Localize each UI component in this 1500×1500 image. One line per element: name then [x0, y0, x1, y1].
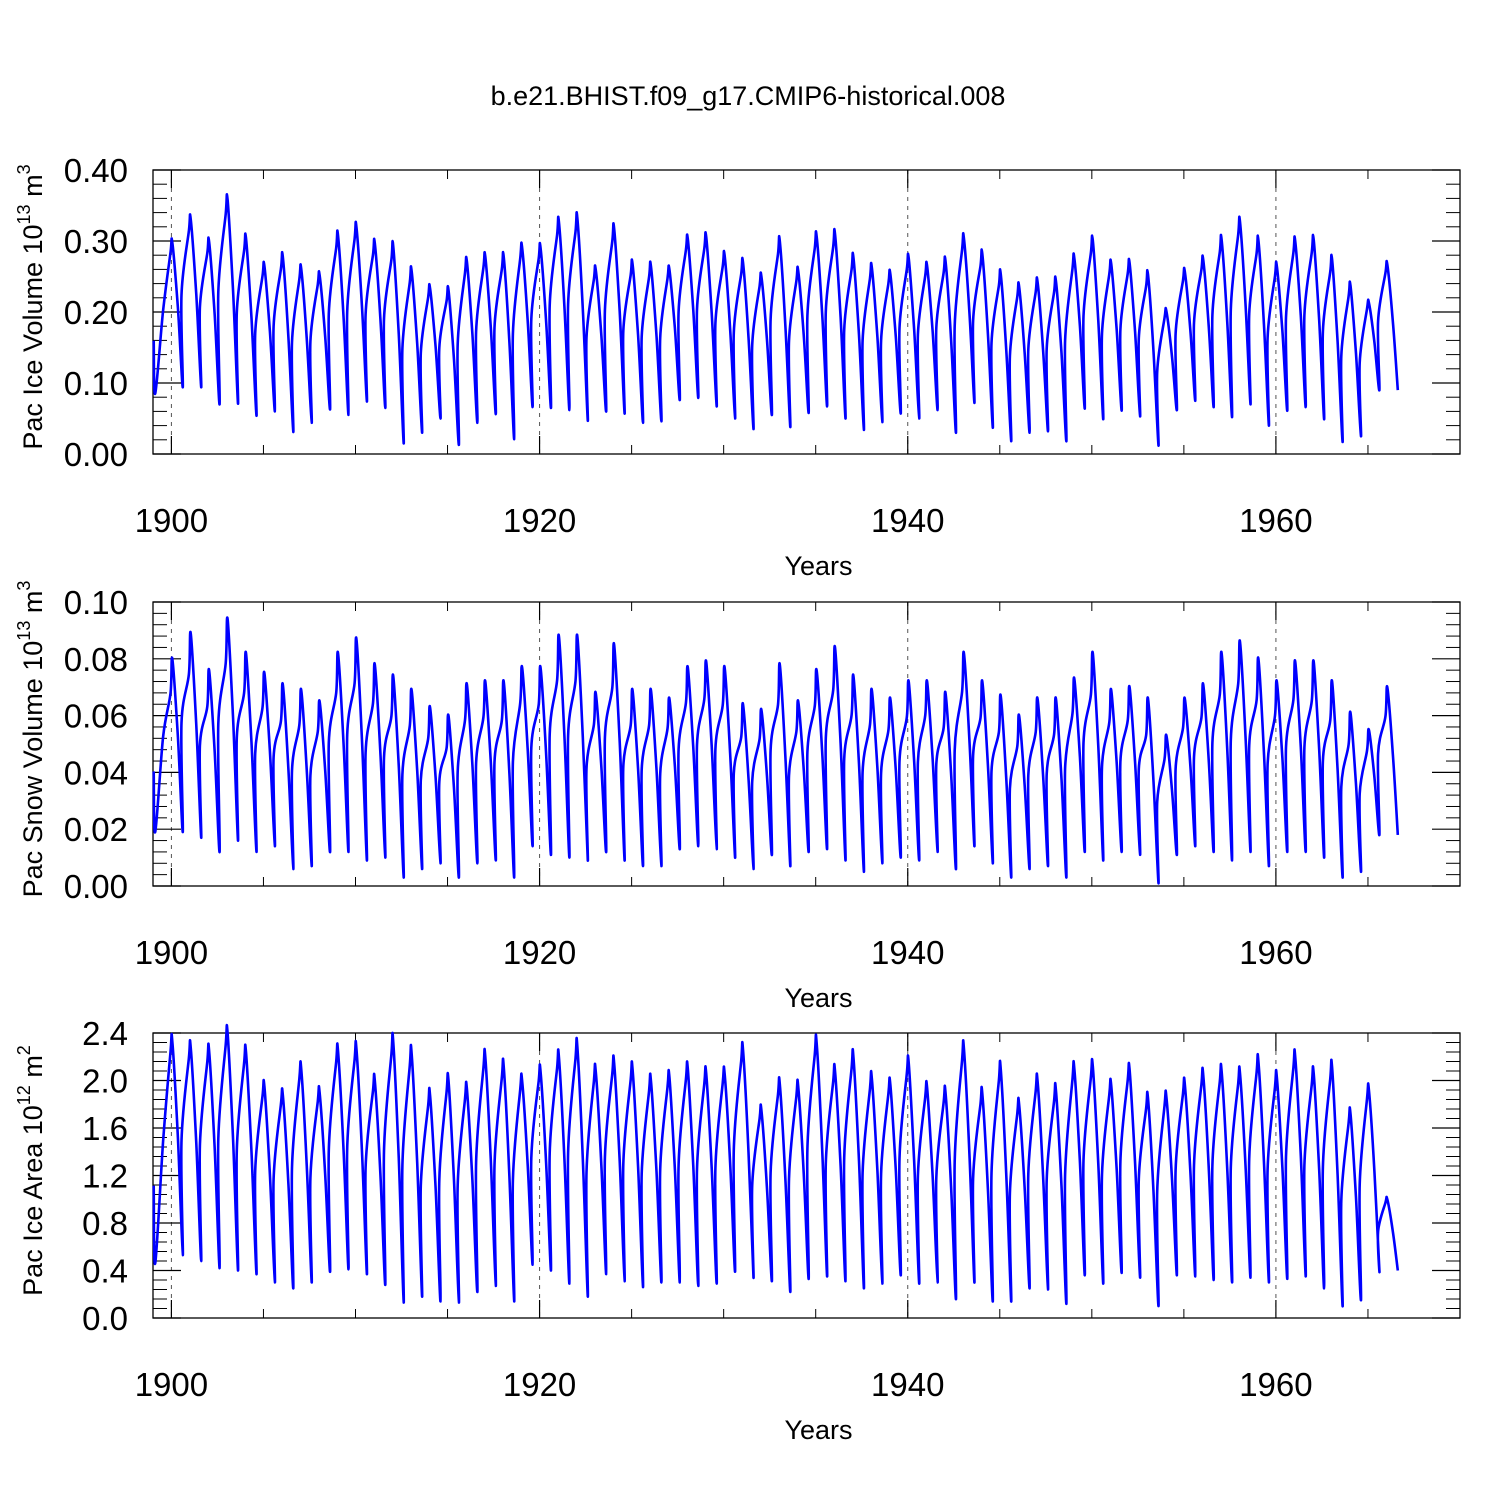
pac-ice-area-ylabel-part-1: 12 [14, 1085, 34, 1105]
pac-snow-volume-xtick-label-2: 1940 [871, 934, 944, 971]
pac-ice-volume-ytick-label-2: 0.20 [64, 294, 128, 331]
pac-snow-volume-ytick-label-2: 0.04 [64, 754, 128, 791]
pac-snow-volume-xtick-label-1: 1920 [503, 934, 576, 971]
pac-snow-volume-ytick-label-3: 0.06 [64, 698, 128, 735]
pac-snow-volume-ylabel: Pac Snow Volume 1013 m3 [14, 581, 48, 898]
pac-ice-area-ylabel-part-3: 2 [14, 1045, 34, 1055]
pac-ice-volume-xtick-label-1: 1920 [503, 502, 576, 539]
pac-ice-volume-panel: 1900 1920 1940 1960 0.00 0.10 0.20 0.30 0.40 Pac … [14, 152, 1461, 581]
pac-ice-area-series-line [152, 1023, 1400, 1308]
pac-snow-volume-panel: 1900 1920 1940 1960 0.00 0.02 0.04 0.06 0.08 0.10… [14, 581, 1461, 1013]
pac-ice-volume-ylabel-part-0: Pac Ice Volume 10 [18, 224, 48, 449]
pac-snow-volume-ylabel-part-3: 3 [14, 581, 34, 591]
pac-snow-volume-xtick-label-0: 1900 [135, 934, 208, 971]
pac-ice-area-ylabel-part-2: m [18, 1055, 48, 1085]
pac-ice-volume-xtick-label-3: 1960 [1239, 502, 1312, 539]
figure-title: b.e21.BHIST.f09_g17.CMIP6-historical.008 [491, 81, 1006, 111]
pac-ice-volume-xlabel: Years [784, 551, 852, 581]
pac-snow-volume-ylabel-part-1: 13 [14, 621, 34, 641]
pac-ice-area-ylabel: Pac Ice Area 1012 m2 [14, 1045, 48, 1296]
panels: 1900 1920 1940 1960 0.00 0.10 0.20 0.30 0.40 Pac … [14, 152, 1461, 1445]
pac-ice-area-ytick-label-1: 0.4 [82, 1253, 128, 1290]
pac-ice-volume-ylabel-part-3: 3 [14, 164, 34, 174]
pac-ice-area-ytick-label-2: 0.8 [82, 1205, 128, 1242]
pac-snow-volume-ytick-label-5: 0.10 [64, 584, 128, 621]
pac-ice-area-xtick-label-2: 1940 [871, 1366, 944, 1403]
pac-ice-area-ylabel-part-0: Pac Ice Area 10 [18, 1105, 48, 1296]
pac-ice-volume-xtick-label-2: 1940 [871, 502, 944, 539]
pac-ice-volume-ytick-label-1: 0.10 [64, 365, 128, 402]
pac-ice-volume-ylabel-part-2: m [18, 174, 48, 204]
pac-ice-area-ytick-label-6: 2.4 [82, 1015, 128, 1052]
pac-ice-volume-ytick-label-4: 0.40 [64, 152, 128, 189]
pac-ice-area-xtick-label-0: 1900 [135, 1366, 208, 1403]
pac-ice-volume-ytick-label-3: 0.30 [64, 223, 128, 260]
pac-snow-volume-ylabel-part-0: Pac Snow Volume 10 [18, 641, 48, 898]
pac-ice-area-ytick-label-4: 1.6 [82, 1110, 128, 1147]
pac-ice-area-xlabel: Years [784, 1415, 852, 1445]
pac-ice-area-ytick-label-5: 2.0 [82, 1063, 128, 1100]
pac-ice-area-xtick-label-1: 1920 [503, 1366, 576, 1403]
pac-ice-area-ytick-label-3: 1.2 [82, 1158, 128, 1195]
pac-ice-area-ytick-label-0: 0.0 [82, 1300, 128, 1337]
pac-ice-volume-ylabel-part-1: 13 [14, 204, 34, 224]
pac-snow-volume-ytick-label-1: 0.02 [64, 811, 128, 848]
pac-snow-volume-ytick-label-0: 0.00 [64, 868, 128, 905]
pac-snow-volume-frame [152, 601, 1461, 887]
pac-snow-volume-xtick-label-3: 1960 [1239, 934, 1312, 971]
pac-ice-volume-series-line [152, 193, 1400, 447]
pac-ice-area-panel: 1900 1920 1940 1960 0.0 0.4 0.8 1.2 1.6 2.0 2.4 Pac… [14, 1015, 1461, 1445]
pac-ice-volume-ytick-label-0: 0.00 [64, 436, 128, 473]
pac-snow-volume-xlabel: Years [784, 983, 852, 1013]
pac-snow-volume-series-line [152, 616, 1400, 885]
pac-ice-volume-xtick-label-0: 1900 [135, 502, 208, 539]
pac-ice-area-xtick-label-3: 1960 [1239, 1366, 1312, 1403]
pac-ice-volume-ylabel: Pac Ice Volume 1013 m3 [14, 164, 48, 449]
pac-snow-volume-ylabel-part-2: m [18, 591, 48, 621]
pac-snow-volume-ytick-label-4: 0.08 [64, 641, 128, 678]
